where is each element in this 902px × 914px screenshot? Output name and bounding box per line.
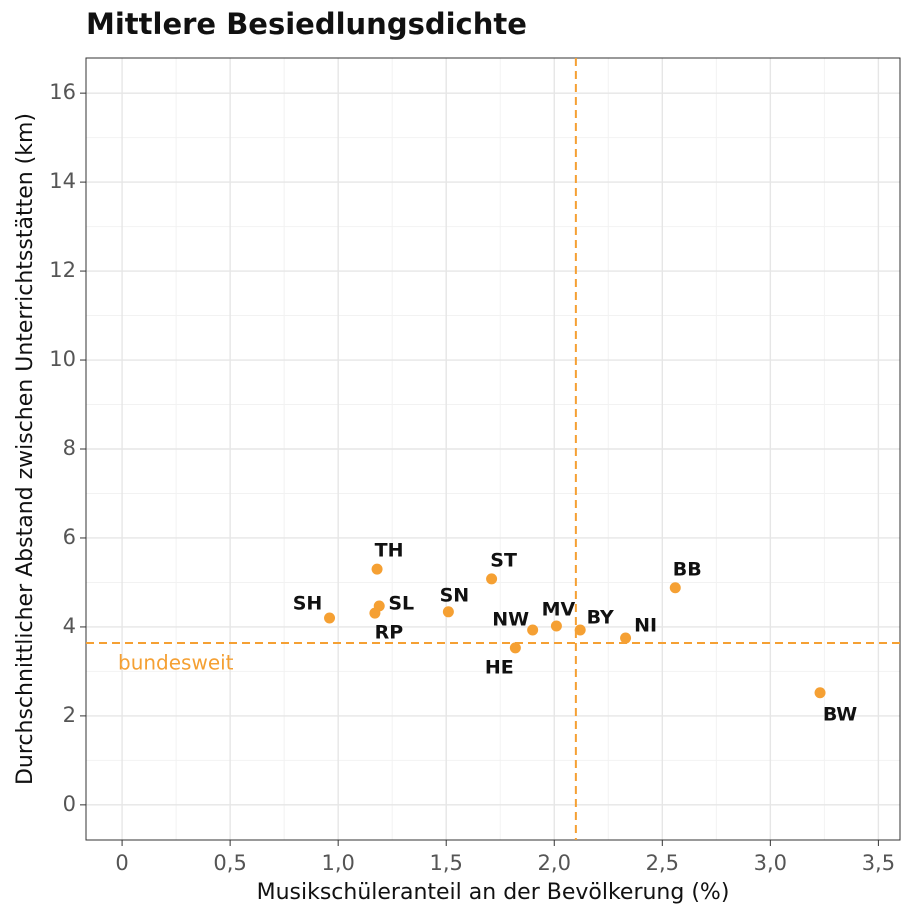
point [620, 632, 632, 644]
point-label: RP [375, 622, 404, 644]
point-label: SH [293, 593, 323, 615]
x-tick-label: 1,5 [430, 851, 463, 875]
point [371, 563, 383, 575]
x-tick-label: 2,0 [538, 851, 571, 875]
point-label: SL [388, 593, 414, 615]
point [527, 624, 539, 636]
x-tick-label: 1,0 [321, 851, 354, 875]
y-tick-label: 2 [63, 703, 76, 727]
point [442, 606, 454, 618]
point-label: BW [823, 703, 857, 725]
point [509, 642, 521, 654]
reference-label: bundesweit [118, 650, 234, 674]
point-label: BB [673, 558, 702, 580]
point-label: BY [587, 607, 614, 629]
point-label: TH [375, 540, 404, 562]
x-tick-label: 3,0 [754, 851, 787, 875]
chart-title: Mittlere Besiedlungsdichte [86, 7, 527, 41]
point [486, 573, 498, 585]
point [369, 607, 381, 619]
y-tick-label: 10 [49, 347, 76, 371]
point [574, 624, 586, 636]
y-tick-label: 6 [63, 525, 76, 549]
x-tick-label: 3,5 [862, 851, 895, 875]
x-tick-label: 0,5 [213, 851, 246, 875]
point-label: NI [634, 615, 657, 637]
y-tick-label: 0 [63, 792, 76, 816]
point [550, 620, 562, 632]
x-tick-label: 0 [115, 851, 128, 875]
plot-border [85, 57, 901, 841]
x-axis-label: Musikschüleranteil an der Bevölkerung (%… [257, 880, 730, 905]
point-label: SN [440, 584, 470, 606]
point-label: MV [542, 599, 576, 621]
x-tick-label: 2,5 [646, 851, 679, 875]
point [814, 687, 826, 699]
y-tick-label: 12 [49, 258, 76, 282]
y-tick-label: 16 [49, 80, 76, 104]
point [669, 582, 681, 594]
y-axis-label: Durchschnittlicher Abstand zwischen Unte… [13, 113, 38, 785]
y-tick-label: 4 [63, 614, 76, 638]
y-tick-label: 14 [49, 169, 76, 193]
point [324, 612, 336, 624]
point-label: ST [490, 549, 517, 571]
point-label: NW [492, 609, 529, 631]
point-label: HE [485, 656, 514, 678]
y-tick-label: 8 [63, 436, 76, 460]
